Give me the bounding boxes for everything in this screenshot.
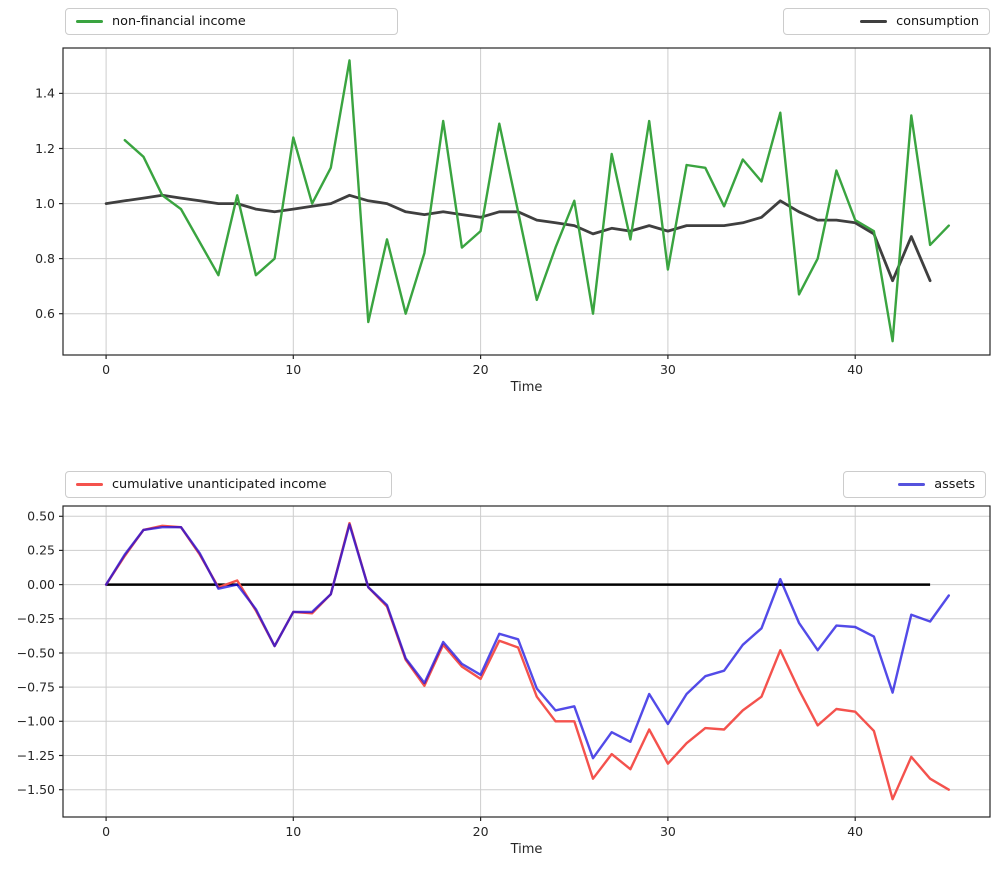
series-line-assets <box>104 523 950 760</box>
legend-label-non-financial-income: non-financial income <box>112 14 246 29</box>
x-tick-label: 30 <box>660 362 676 377</box>
legend-line-icon <box>76 483 103 486</box>
legend-consumption: consumption <box>783 8 990 35</box>
x-tick-label: 20 <box>473 362 489 377</box>
legend-line-icon <box>898 483 926 486</box>
y-tick-label: 0.8 <box>35 251 55 266</box>
legend-label-assets: assets <box>934 477 975 492</box>
y-tick-label: −0.50 <box>17 645 55 660</box>
x-tick-label: 30 <box>660 824 676 839</box>
x-tick-label: 20 <box>473 824 489 839</box>
y-tick-label: 0.6 <box>35 306 55 321</box>
subplot-2: 0 10 20 30 40 0.50 0.25 0.00 −0.25 −0.50 −0.75 −1.0… <box>17 505 991 857</box>
x-tick-label: 10 <box>285 824 301 839</box>
x-axis-label: Time <box>510 842 543 857</box>
y-tick-label: 1.0 <box>35 196 55 211</box>
legend-cumulative-unanticipated-income: cumulative unanticipated income <box>65 471 392 498</box>
y-tick-label: 0.00 <box>27 577 55 592</box>
legend-line-icon <box>76 20 103 23</box>
y-tick-label: 1.4 <box>35 86 55 101</box>
x-tick-label: 0 <box>102 824 110 839</box>
subplot-1: 0 10 20 30 40 0.6 0.8 1.0 1.2 1.4 Time <box>35 47 991 395</box>
legend-assets: assets <box>843 471 986 498</box>
legend-label-consumption: consumption <box>896 14 979 29</box>
y-tick-label: −0.25 <box>17 611 55 626</box>
legend-line-icon <box>860 20 888 23</box>
y-tick-label: −1.25 <box>17 748 55 763</box>
x-tick-label: 0 <box>102 362 110 377</box>
axes-frame <box>62 505 991 818</box>
legend-label-cumulative-unanticipated-income: cumulative unanticipated income <box>112 477 327 492</box>
y-tick-label: −1.00 <box>17 714 55 729</box>
axes-frame <box>62 47 991 356</box>
x-tick-label: 40 <box>847 824 863 839</box>
legend-non-financial-income: non-financial income <box>65 8 398 35</box>
x-tick-label: 40 <box>847 362 863 377</box>
y-tick-label: 1.2 <box>35 141 55 156</box>
x-axis-label: Time <box>510 380 543 395</box>
y-tick-label: −0.75 <box>17 679 55 694</box>
y-tick-label: −1.50 <box>17 782 55 797</box>
series-line-non-financial-income <box>123 59 950 343</box>
y-tick-label: 0.50 <box>27 509 55 524</box>
y-tick-label: 0.25 <box>27 543 55 558</box>
x-tick-label: 10 <box>285 362 301 377</box>
